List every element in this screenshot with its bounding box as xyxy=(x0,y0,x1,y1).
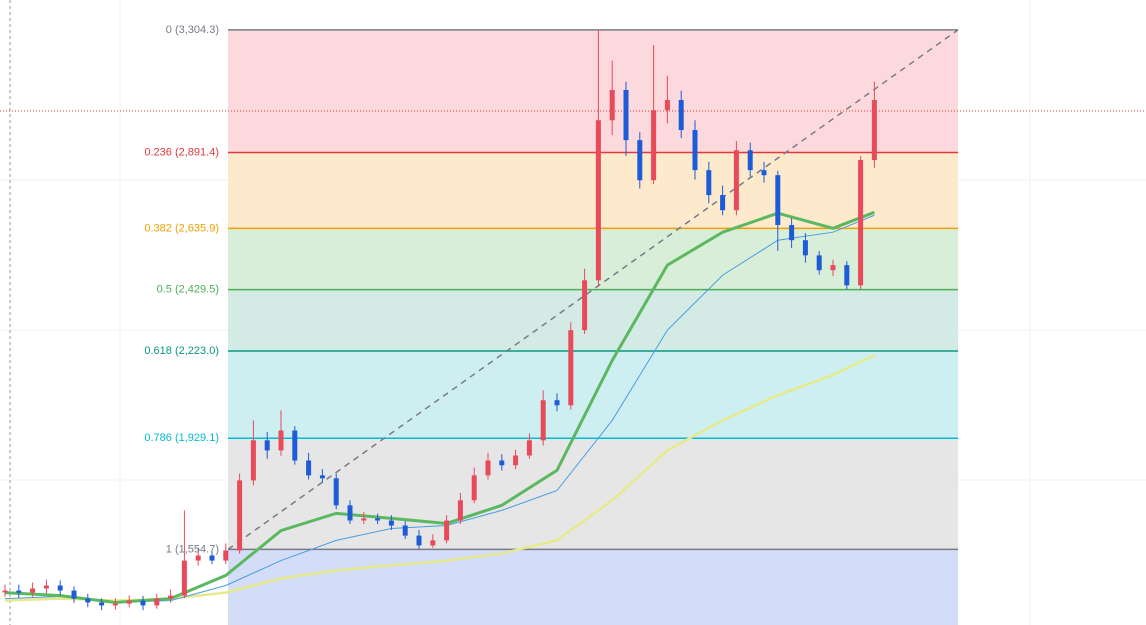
fib-zone xyxy=(228,350,958,439)
candle-body xyxy=(43,585,49,589)
fib-zone xyxy=(228,549,958,625)
candle-body xyxy=(264,440,270,451)
candle-body xyxy=(2,590,8,593)
candle-body xyxy=(361,518,367,521)
fib-label: 0.382 (2,635.9) xyxy=(144,222,219,234)
candle-body xyxy=(526,440,532,456)
candle-body xyxy=(444,520,450,541)
candle-body xyxy=(16,590,22,593)
candle-body xyxy=(57,585,63,591)
candle-body xyxy=(471,475,477,501)
fib-zone xyxy=(228,29,958,153)
candle-body xyxy=(706,170,712,196)
candle-body xyxy=(181,560,187,596)
fib-zone xyxy=(228,152,958,229)
candle-body xyxy=(747,150,753,171)
fib-label: 0.236 (2,891.4) xyxy=(144,146,219,158)
fib-label: 0.5 (2,429.5) xyxy=(157,284,219,296)
candle-body xyxy=(623,89,629,141)
candle-body xyxy=(720,195,726,211)
candle-body xyxy=(499,460,505,466)
candle-body xyxy=(237,480,243,551)
fib-zone xyxy=(228,438,958,550)
candle-body xyxy=(223,550,229,561)
candle-body xyxy=(71,590,77,599)
candle-body xyxy=(333,478,339,506)
candle-body xyxy=(775,175,781,226)
fib-label: 0.618 (2,223.0) xyxy=(144,345,219,357)
candle-body xyxy=(554,400,560,406)
candle-body xyxy=(195,555,201,561)
candle-body xyxy=(319,475,325,479)
candle-body xyxy=(664,100,670,111)
candle-body xyxy=(140,600,146,606)
candle-body xyxy=(457,500,463,521)
candle-body xyxy=(292,430,298,461)
candle-body xyxy=(209,555,215,561)
candle-body xyxy=(154,598,160,606)
candle-body xyxy=(816,255,822,271)
candle-body xyxy=(568,330,574,406)
candle-body xyxy=(416,535,422,546)
candle-body xyxy=(761,170,767,176)
candle-body xyxy=(278,430,284,451)
candle-body xyxy=(430,540,436,546)
candle-body xyxy=(678,100,684,131)
candle-body xyxy=(692,130,698,171)
candle-body xyxy=(347,505,353,521)
candle-body xyxy=(402,525,408,536)
candle-body xyxy=(540,400,546,441)
candle-body xyxy=(375,518,381,521)
candle-body xyxy=(485,460,491,476)
fib-label: 0 (3,304.3) xyxy=(166,24,219,36)
fib-label: 0.786 (1,929.1) xyxy=(144,432,219,444)
candle-body xyxy=(99,602,105,606)
candle-body xyxy=(871,100,877,161)
candle-body xyxy=(830,265,836,271)
candle-body xyxy=(595,120,601,281)
fib-label: 1 (1,554.7) xyxy=(166,543,219,555)
candle-body xyxy=(513,455,519,466)
candle-body xyxy=(789,225,795,241)
candle-body xyxy=(306,460,312,476)
candle-body xyxy=(388,520,394,526)
fib-zone xyxy=(228,289,958,351)
candle-body xyxy=(168,595,174,599)
candle-body xyxy=(582,280,588,331)
candle-body xyxy=(250,440,256,481)
candle-body xyxy=(733,150,739,211)
candle-body xyxy=(609,89,615,121)
fib-zone xyxy=(228,228,958,290)
candle-body xyxy=(637,140,643,181)
candle-body xyxy=(112,603,118,606)
candle-body xyxy=(85,598,91,603)
candle-body xyxy=(844,265,850,286)
candle-body xyxy=(30,588,36,593)
candle-body xyxy=(651,110,657,181)
candle-body xyxy=(802,240,808,256)
candle-body xyxy=(858,160,864,286)
candle-body xyxy=(126,600,132,604)
